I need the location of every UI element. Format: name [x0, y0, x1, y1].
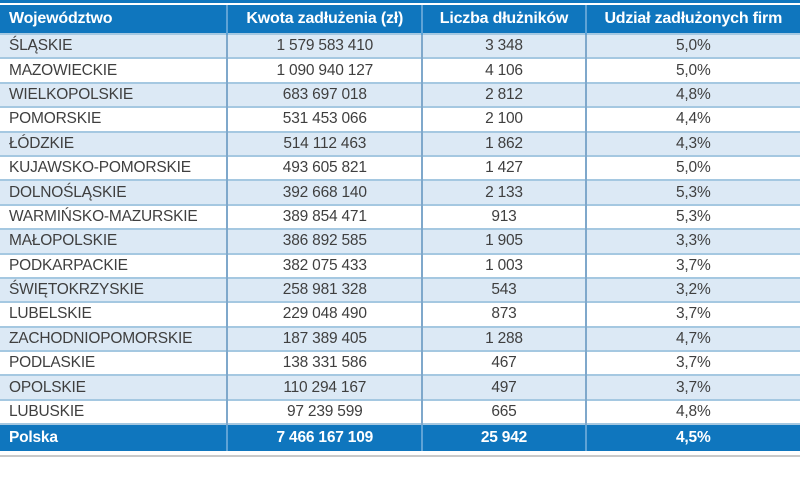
cell-voivodeship: MAŁOPOLSKIE: [0, 228, 228, 254]
column-header-debt-amount: Kwota zadłużenia (zł): [226, 5, 423, 34]
cell-debt-amount: 138 331 586: [226, 350, 423, 376]
cell-debtor-count: 1 862: [421, 130, 586, 156]
total-row: Polska 7 466 167 109 25 942 4,5%: [0, 423, 800, 452]
cell-debtor-count: 913: [421, 203, 586, 230]
voivodeship-debt-table: Województwo Kwota zadłużenia (zł) Liczba…: [0, 5, 800, 452]
table-row: MAŁOPOLSKIE 386 892 585 1 905 3,3%: [0, 228, 800, 254]
table-row: OPOLSKIE 110 294 167 497 3,7%: [0, 374, 800, 400]
total-cell-debt-amount: 7 466 167 109: [226, 423, 423, 452]
cell-debt-share: 4,8%: [584, 398, 800, 425]
cell-voivodeship: KUJAWSKO-POMORSKIE: [0, 154, 228, 181]
table-row: ŚWIĘTOKRZYSKIE 258 981 328 543 3,2%: [0, 276, 800, 303]
cell-debt-share: 3,7%: [584, 252, 800, 278]
cell-debt-share: 4,8%: [584, 81, 800, 108]
table-row: ZACHODNIOPOMORSKIE 187 389 405 1 288 4,7…: [0, 325, 800, 352]
cell-debt-share: 3,3%: [584, 228, 800, 254]
cell-debtor-count: 497: [421, 374, 586, 400]
debt-table-page: Województwo Kwota zadłużenia (zł) Liczba…: [0, 0, 800, 458]
total-cell-debtor-count: 25 942: [421, 423, 586, 452]
cell-debt-amount: 110 294 167: [226, 374, 423, 400]
cell-debt-amount: 389 854 471: [226, 203, 423, 230]
cell-debt-amount: 386 892 585: [226, 228, 423, 254]
table-top-accent-line: [0, 0, 800, 3]
cell-debtor-count: 467: [421, 350, 586, 376]
cell-voivodeship: MAZOWIECKIE: [0, 57, 228, 83]
cell-voivodeship: WARMIŃSKO-MAZURSKIE: [0, 203, 228, 230]
header-row: Województwo Kwota zadłużenia (zł) Liczba…: [0, 5, 800, 34]
cell-debt-amount: 1 579 583 410: [226, 32, 423, 59]
cell-debt-amount: 382 075 433: [226, 252, 423, 278]
cell-debt-amount: 683 697 018: [226, 81, 423, 108]
cell-debtor-count: 1 288: [421, 325, 586, 352]
table-row: WIELKOPOLSKIE 683 697 018 2 812 4,8%: [0, 81, 800, 108]
cell-debt-share: 3,7%: [584, 301, 800, 327]
cell-debt-amount: 531 453 066: [226, 106, 423, 132]
cell-voivodeship: ŚLĄSKIE: [0, 32, 228, 59]
cell-debt-share: 3,2%: [584, 276, 800, 303]
table-row: WARMIŃSKO-MAZURSKIE 389 854 471 913 5,3%: [0, 203, 800, 230]
column-header-debt-share: Udział zadłużonych firm: [584, 5, 800, 34]
cell-debt-amount: 97 239 599: [226, 398, 423, 425]
cell-voivodeship: POMORSKIE: [0, 106, 228, 132]
cell-debt-amount: 493 605 821: [226, 154, 423, 181]
column-header-voivodeship: Województwo: [0, 5, 228, 34]
cell-voivodeship: OPOLSKIE: [0, 374, 228, 400]
cell-debt-share: 3,7%: [584, 350, 800, 376]
bottom-divider-line: [0, 455, 800, 458]
cell-debt-amount: 258 981 328: [226, 276, 423, 303]
cell-debtor-count: 2 100: [421, 106, 586, 132]
table-row: KUJAWSKO-POMORSKIE 493 605 821 1 427 5,0…: [0, 154, 800, 181]
table-row: LUBELSKIE 229 048 490 873 3,7%: [0, 301, 800, 327]
cell-debt-share: 4,7%: [584, 325, 800, 352]
cell-voivodeship: ŚWIĘTOKRZYSKIE: [0, 276, 228, 303]
cell-voivodeship: ZACHODNIOPOMORSKIE: [0, 325, 228, 352]
table-row: ŁÓDZKIE 514 112 463 1 862 4,3%: [0, 130, 800, 156]
cell-voivodeship: DOLNOŚLĄSKIE: [0, 179, 228, 205]
cell-debt-share: 5,0%: [584, 32, 800, 59]
cell-debtor-count: 665: [421, 398, 586, 425]
cell-debt-amount: 229 048 490: [226, 301, 423, 327]
cell-debt-amount: 514 112 463: [226, 130, 423, 156]
cell-debtor-count: 873: [421, 301, 586, 327]
cell-debtor-count: 1 427: [421, 154, 586, 181]
total-cell-label: Polska: [0, 423, 228, 452]
table-row: DOLNOŚLĄSKIE 392 668 140 2 133 5,3%: [0, 179, 800, 205]
table-row: LUBUSKIE 97 239 599 665 4,8%: [0, 398, 800, 425]
cell-voivodeship: PODKARPACKIE: [0, 252, 228, 278]
cell-debtor-count: 1 905: [421, 228, 586, 254]
cell-voivodeship: LUBELSKIE: [0, 301, 228, 327]
cell-voivodeship: LUBUSKIE: [0, 398, 228, 425]
cell-debt-amount: 187 389 405: [226, 325, 423, 352]
table-row: PODLASKIE 138 331 586 467 3,7%: [0, 350, 800, 376]
cell-voivodeship: WIELKOPOLSKIE: [0, 81, 228, 108]
cell-debtor-count: 1 003: [421, 252, 586, 278]
cell-debtor-count: 2 812: [421, 81, 586, 108]
column-header-debtor-count: Liczba dłużników: [421, 5, 586, 34]
table-body: ŚLĄSKIE 1 579 583 410 3 348 5,0% MAZOWIE…: [0, 32, 800, 425]
cell-debtor-count: 543: [421, 276, 586, 303]
table-row: ŚLĄSKIE 1 579 583 410 3 348 5,0%: [0, 32, 800, 59]
cell-debt-share: 3,7%: [584, 374, 800, 400]
cell-debt-share: 5,0%: [584, 154, 800, 181]
cell-debt-share: 5,3%: [584, 203, 800, 230]
table-row: PODKARPACKIE 382 075 433 1 003 3,7%: [0, 252, 800, 278]
cell-debt-amount: 1 090 940 127: [226, 57, 423, 83]
total-cell-debt-share: 4,5%: [584, 423, 800, 452]
cell-debt-share: 5,0%: [584, 57, 800, 83]
table-row: MAZOWIECKIE 1 090 940 127 4 106 5,0%: [0, 57, 800, 83]
cell-debtor-count: 3 348: [421, 32, 586, 59]
cell-voivodeship: PODLASKIE: [0, 350, 228, 376]
cell-debt-share: 4,4%: [584, 106, 800, 132]
cell-debt-share: 5,3%: [584, 179, 800, 205]
cell-debt-amount: 392 668 140: [226, 179, 423, 205]
cell-debt-share: 4,3%: [584, 130, 800, 156]
table-row: POMORSKIE 531 453 066 2 100 4,4%: [0, 106, 800, 132]
cell-debtor-count: 2 133: [421, 179, 586, 205]
cell-voivodeship: ŁÓDZKIE: [0, 130, 228, 156]
cell-debtor-count: 4 106: [421, 57, 586, 83]
